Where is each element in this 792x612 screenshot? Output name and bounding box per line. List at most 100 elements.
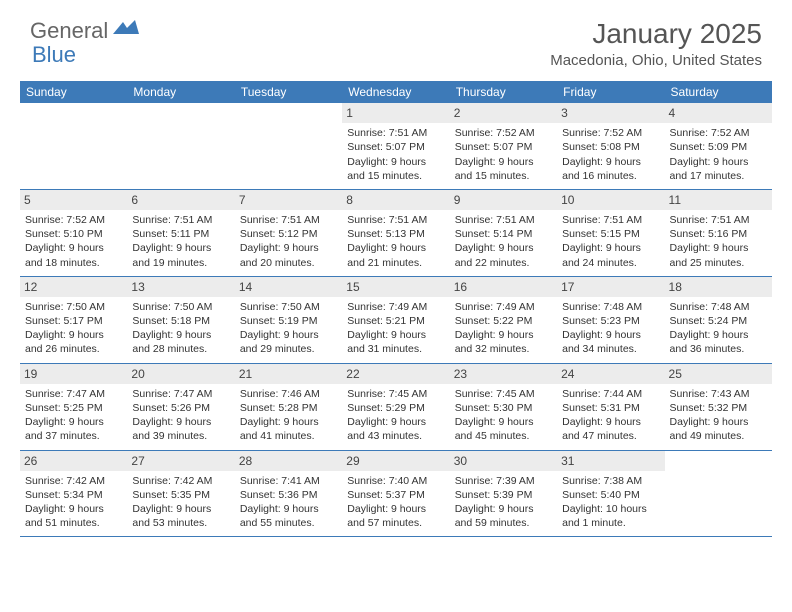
day-cell: 31Sunrise: 7:38 AMSunset: 5:40 PMDayligh… <box>557 451 664 537</box>
day-header-row: Sunday Monday Tuesday Wednesday Thursday… <box>20 81 772 103</box>
logo: General <box>30 18 141 44</box>
day-info-line: Sunrise: 7:51 AM <box>240 213 337 227</box>
day-info-line: Daylight: 9 hours <box>132 328 229 342</box>
day-info-line: Sunrise: 7:38 AM <box>562 474 659 488</box>
day-info-line: and 17 minutes. <box>670 169 767 183</box>
day-info-line: Daylight: 9 hours <box>132 502 229 516</box>
day-info-line: Daylight: 9 hours <box>25 241 122 255</box>
day-number: 13 <box>127 277 234 297</box>
day-info-line: Sunrise: 7:47 AM <box>132 387 229 401</box>
day-number: 20 <box>127 364 234 384</box>
day-info-line: Daylight: 9 hours <box>25 415 122 429</box>
day-info-line: Sunset: 5:19 PM <box>240 314 337 328</box>
day-number: 14 <box>235 277 342 297</box>
day-info-line: Sunset: 5:39 PM <box>455 488 552 502</box>
day-info-line: Sunrise: 7:50 AM <box>132 300 229 314</box>
day-number: 2 <box>450 103 557 123</box>
day-info-line: Sunrise: 7:52 AM <box>670 126 767 140</box>
day-info-line: Sunrise: 7:44 AM <box>562 387 659 401</box>
day-cell: 10Sunrise: 7:51 AMSunset: 5:15 PMDayligh… <box>557 190 664 276</box>
day-info-line: Daylight: 9 hours <box>670 155 767 169</box>
day-info-line: Daylight: 9 hours <box>455 155 552 169</box>
day-info-line: Sunrise: 7:50 AM <box>240 300 337 314</box>
day-header: Tuesday <box>235 81 342 103</box>
day-info-line: Daylight: 9 hours <box>132 241 229 255</box>
day-info-line: Daylight: 9 hours <box>670 328 767 342</box>
day-number: 6 <box>127 190 234 210</box>
day-cell: 8Sunrise: 7:51 AMSunset: 5:13 PMDaylight… <box>342 190 449 276</box>
day-info-line: Daylight: 9 hours <box>455 241 552 255</box>
day-info-line: and 45 minutes. <box>455 429 552 443</box>
weeks-container: 1Sunrise: 7:51 AMSunset: 5:07 PMDaylight… <box>20 103 772 537</box>
day-number: 11 <box>665 190 772 210</box>
day-number: 22 <box>342 364 449 384</box>
day-info-line: and 18 minutes. <box>25 256 122 270</box>
location: Macedonia, Ohio, United States <box>550 52 762 69</box>
day-cell: 3Sunrise: 7:52 AMSunset: 5:08 PMDaylight… <box>557 103 664 189</box>
day-cell: 7Sunrise: 7:51 AMSunset: 5:12 PMDaylight… <box>235 190 342 276</box>
day-info-line: Sunset: 5:07 PM <box>455 140 552 154</box>
day-info-line: and 28 minutes. <box>132 342 229 356</box>
week-row: 19Sunrise: 7:47 AMSunset: 5:25 PMDayligh… <box>20 364 772 451</box>
day-info-line: Sunset: 5:23 PM <box>562 314 659 328</box>
day-info-line: and 39 minutes. <box>132 429 229 443</box>
day-info-line: Sunset: 5:26 PM <box>132 401 229 415</box>
day-number: 29 <box>342 451 449 471</box>
empty-cell <box>127 103 234 189</box>
day-info-line: Sunrise: 7:51 AM <box>455 213 552 227</box>
week-row: 5Sunrise: 7:52 AMSunset: 5:10 PMDaylight… <box>20 190 772 277</box>
day-header: Monday <box>127 81 234 103</box>
day-number: 19 <box>20 364 127 384</box>
day-info-line: Sunrise: 7:51 AM <box>132 213 229 227</box>
day-info-line: Sunset: 5:31 PM <box>562 401 659 415</box>
day-info-line: Sunrise: 7:42 AM <box>25 474 122 488</box>
day-info-line: Sunset: 5:15 PM <box>562 227 659 241</box>
day-info-line: Daylight: 9 hours <box>347 415 444 429</box>
flag-icon <box>113 20 139 43</box>
day-info-line: and 26 minutes. <box>25 342 122 356</box>
day-cell: 4Sunrise: 7:52 AMSunset: 5:09 PMDaylight… <box>665 103 772 189</box>
empty-cell <box>665 451 772 537</box>
day-info-line: Sunset: 5:35 PM <box>132 488 229 502</box>
day-info-line: Sunrise: 7:46 AM <box>240 387 337 401</box>
header: General January 2025 Macedonia, Ohio, Un… <box>0 0 792 77</box>
day-info-line: Daylight: 9 hours <box>455 328 552 342</box>
day-info-line: Sunrise: 7:51 AM <box>347 126 444 140</box>
day-cell: 15Sunrise: 7:49 AMSunset: 5:21 PMDayligh… <box>342 277 449 363</box>
day-info-line: Daylight: 9 hours <box>132 415 229 429</box>
day-cell: 11Sunrise: 7:51 AMSunset: 5:16 PMDayligh… <box>665 190 772 276</box>
day-cell: 5Sunrise: 7:52 AMSunset: 5:10 PMDaylight… <box>20 190 127 276</box>
day-info-line: Sunrise: 7:52 AM <box>455 126 552 140</box>
day-number: 4 <box>665 103 772 123</box>
day-info-line: Daylight: 9 hours <box>240 328 337 342</box>
day-cell: 2 Sunrise: 7:52 AMSunset: 5:07 PMDaylight… <box>450 103 557 189</box>
day-info-line: Sunrise: 7:52 AM <box>562 126 659 140</box>
day-cell: 17Sunrise: 7:48 AMSunset: 5:23 PMDayligh… <box>557 277 664 363</box>
day-header: Sunday <box>20 81 127 103</box>
day-info-line: Sunrise: 7:47 AM <box>25 387 122 401</box>
day-info-line: Sunrise: 7:41 AM <box>240 474 337 488</box>
day-cell: 13Sunrise: 7:50 AMSunset: 5:18 PMDayligh… <box>127 277 234 363</box>
day-info-line: and 41 minutes. <box>240 429 337 443</box>
day-info-line: and 1 minute. <box>562 516 659 530</box>
empty-cell <box>235 103 342 189</box>
day-info-line: Daylight: 9 hours <box>25 502 122 516</box>
day-number: 12 <box>20 277 127 297</box>
day-info-line: Sunset: 5:08 PM <box>562 140 659 154</box>
day-number: 9 <box>450 190 557 210</box>
title-block: January 2025 Macedonia, Ohio, United Sta… <box>550 18 762 69</box>
day-cell: 19Sunrise: 7:47 AMSunset: 5:25 PMDayligh… <box>20 364 127 450</box>
day-number: 26 <box>20 451 127 471</box>
day-info-line: Sunrise: 7:48 AM <box>670 300 767 314</box>
day-info-line: Sunset: 5:16 PM <box>670 227 767 241</box>
day-info-line: and 55 minutes. <box>240 516 337 530</box>
day-info-line: Daylight: 9 hours <box>347 328 444 342</box>
day-info-line: Daylight: 9 hours <box>562 155 659 169</box>
day-info-line: Daylight: 9 hours <box>347 502 444 516</box>
day-info-line: Sunset: 5:24 PM <box>670 314 767 328</box>
day-info-line: Sunset: 5:11 PM <box>132 227 229 241</box>
day-cell: 14 Sunrise: 7:50 AMSunset: 5:19 PMDayligh… <box>235 277 342 363</box>
day-info-line: Sunset: 5:29 PM <box>347 401 444 415</box>
day-info-line: Sunset: 5:32 PM <box>670 401 767 415</box>
day-cell: 21Sunrise: 7:46 AMSunset: 5:28 PMDayligh… <box>235 364 342 450</box>
